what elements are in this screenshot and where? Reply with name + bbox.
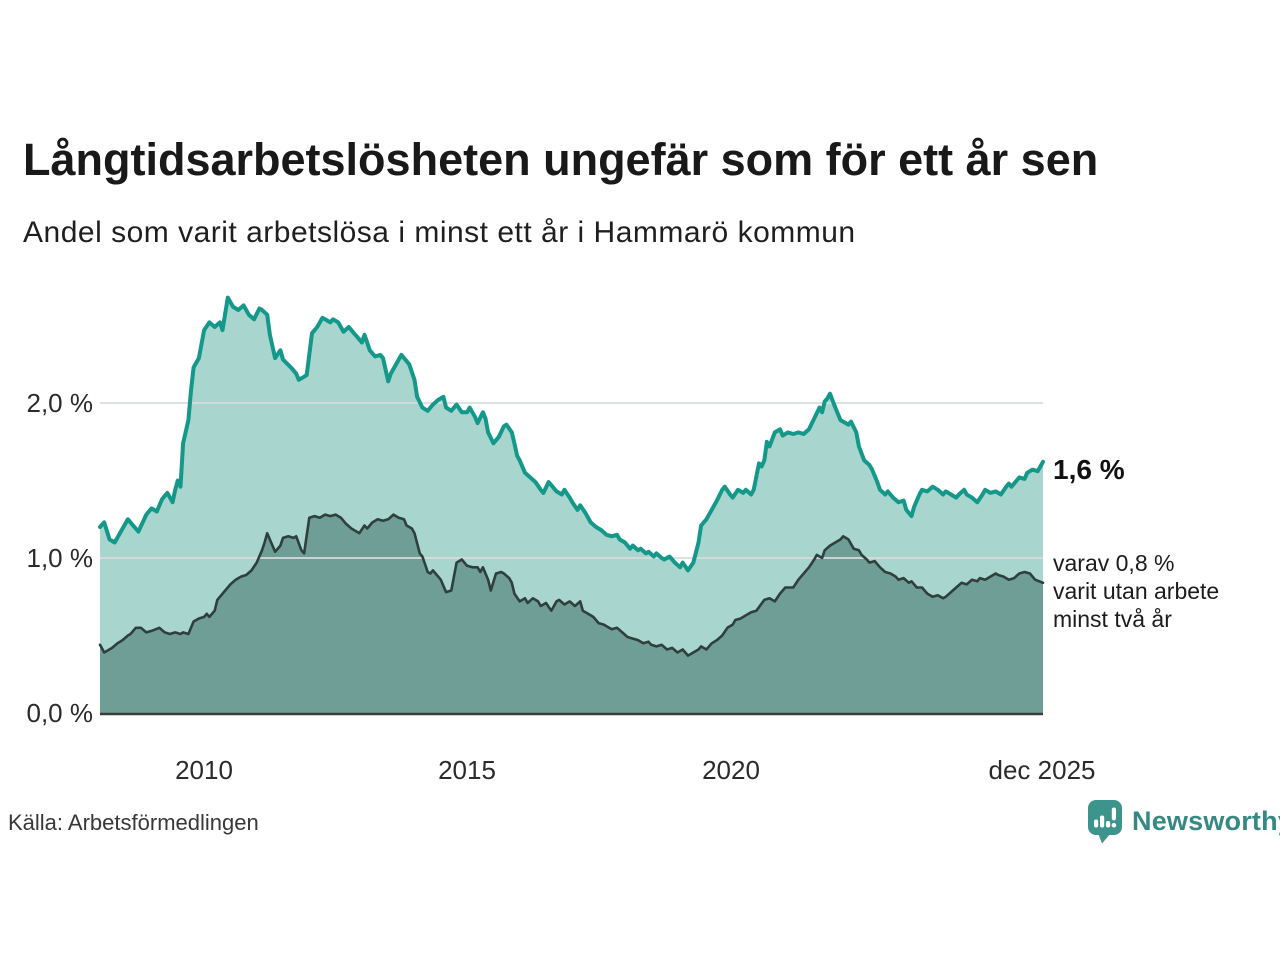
x-tick-label-2020: 2020 (702, 755, 760, 785)
page-title: Långtidsarbetslösheten ungefär som för e… (23, 134, 1099, 185)
newsworthy-wordmark: Newsworthy (1132, 806, 1280, 836)
area-fill-two-year (100, 514, 1043, 713)
page-subtitle: Andel som varit arbetslösa i minst ett å… (23, 216, 856, 249)
newsworthy-logo-icon (1088, 800, 1122, 849)
y-tick-label-1: 1,0 % (26, 543, 94, 573)
x-tick-label-dec-2025: dec 2025 (988, 755, 1096, 785)
line-two-year (98, 513, 1045, 657)
y-tick-label-2: 2,0 % (26, 388, 94, 418)
x-tick-label-2015: 2015 (438, 755, 496, 785)
two-year-annotation-line2: varit utan arbete (1053, 578, 1220, 604)
x-tick-label-2010: 2010 (175, 755, 233, 785)
latest-value-annotation: 1,6 % (1053, 454, 1125, 485)
two-year-annotation-line3: minst två år (1053, 606, 1172, 632)
line-one-year (98, 295, 1045, 573)
two-year-annotation: varav 0,8 % varit utan arbete minst två … (1053, 549, 1219, 633)
newsworthy-brand-link[interactable]: Newsworthy (1088, 800, 1280, 849)
source-note: Källa: Arbetsförmedlingen (8, 810, 259, 835)
two-year-annotation-line1: varav 0,8 % (1053, 550, 1175, 576)
y-tick-label-0: 0,0 % (26, 698, 94, 728)
